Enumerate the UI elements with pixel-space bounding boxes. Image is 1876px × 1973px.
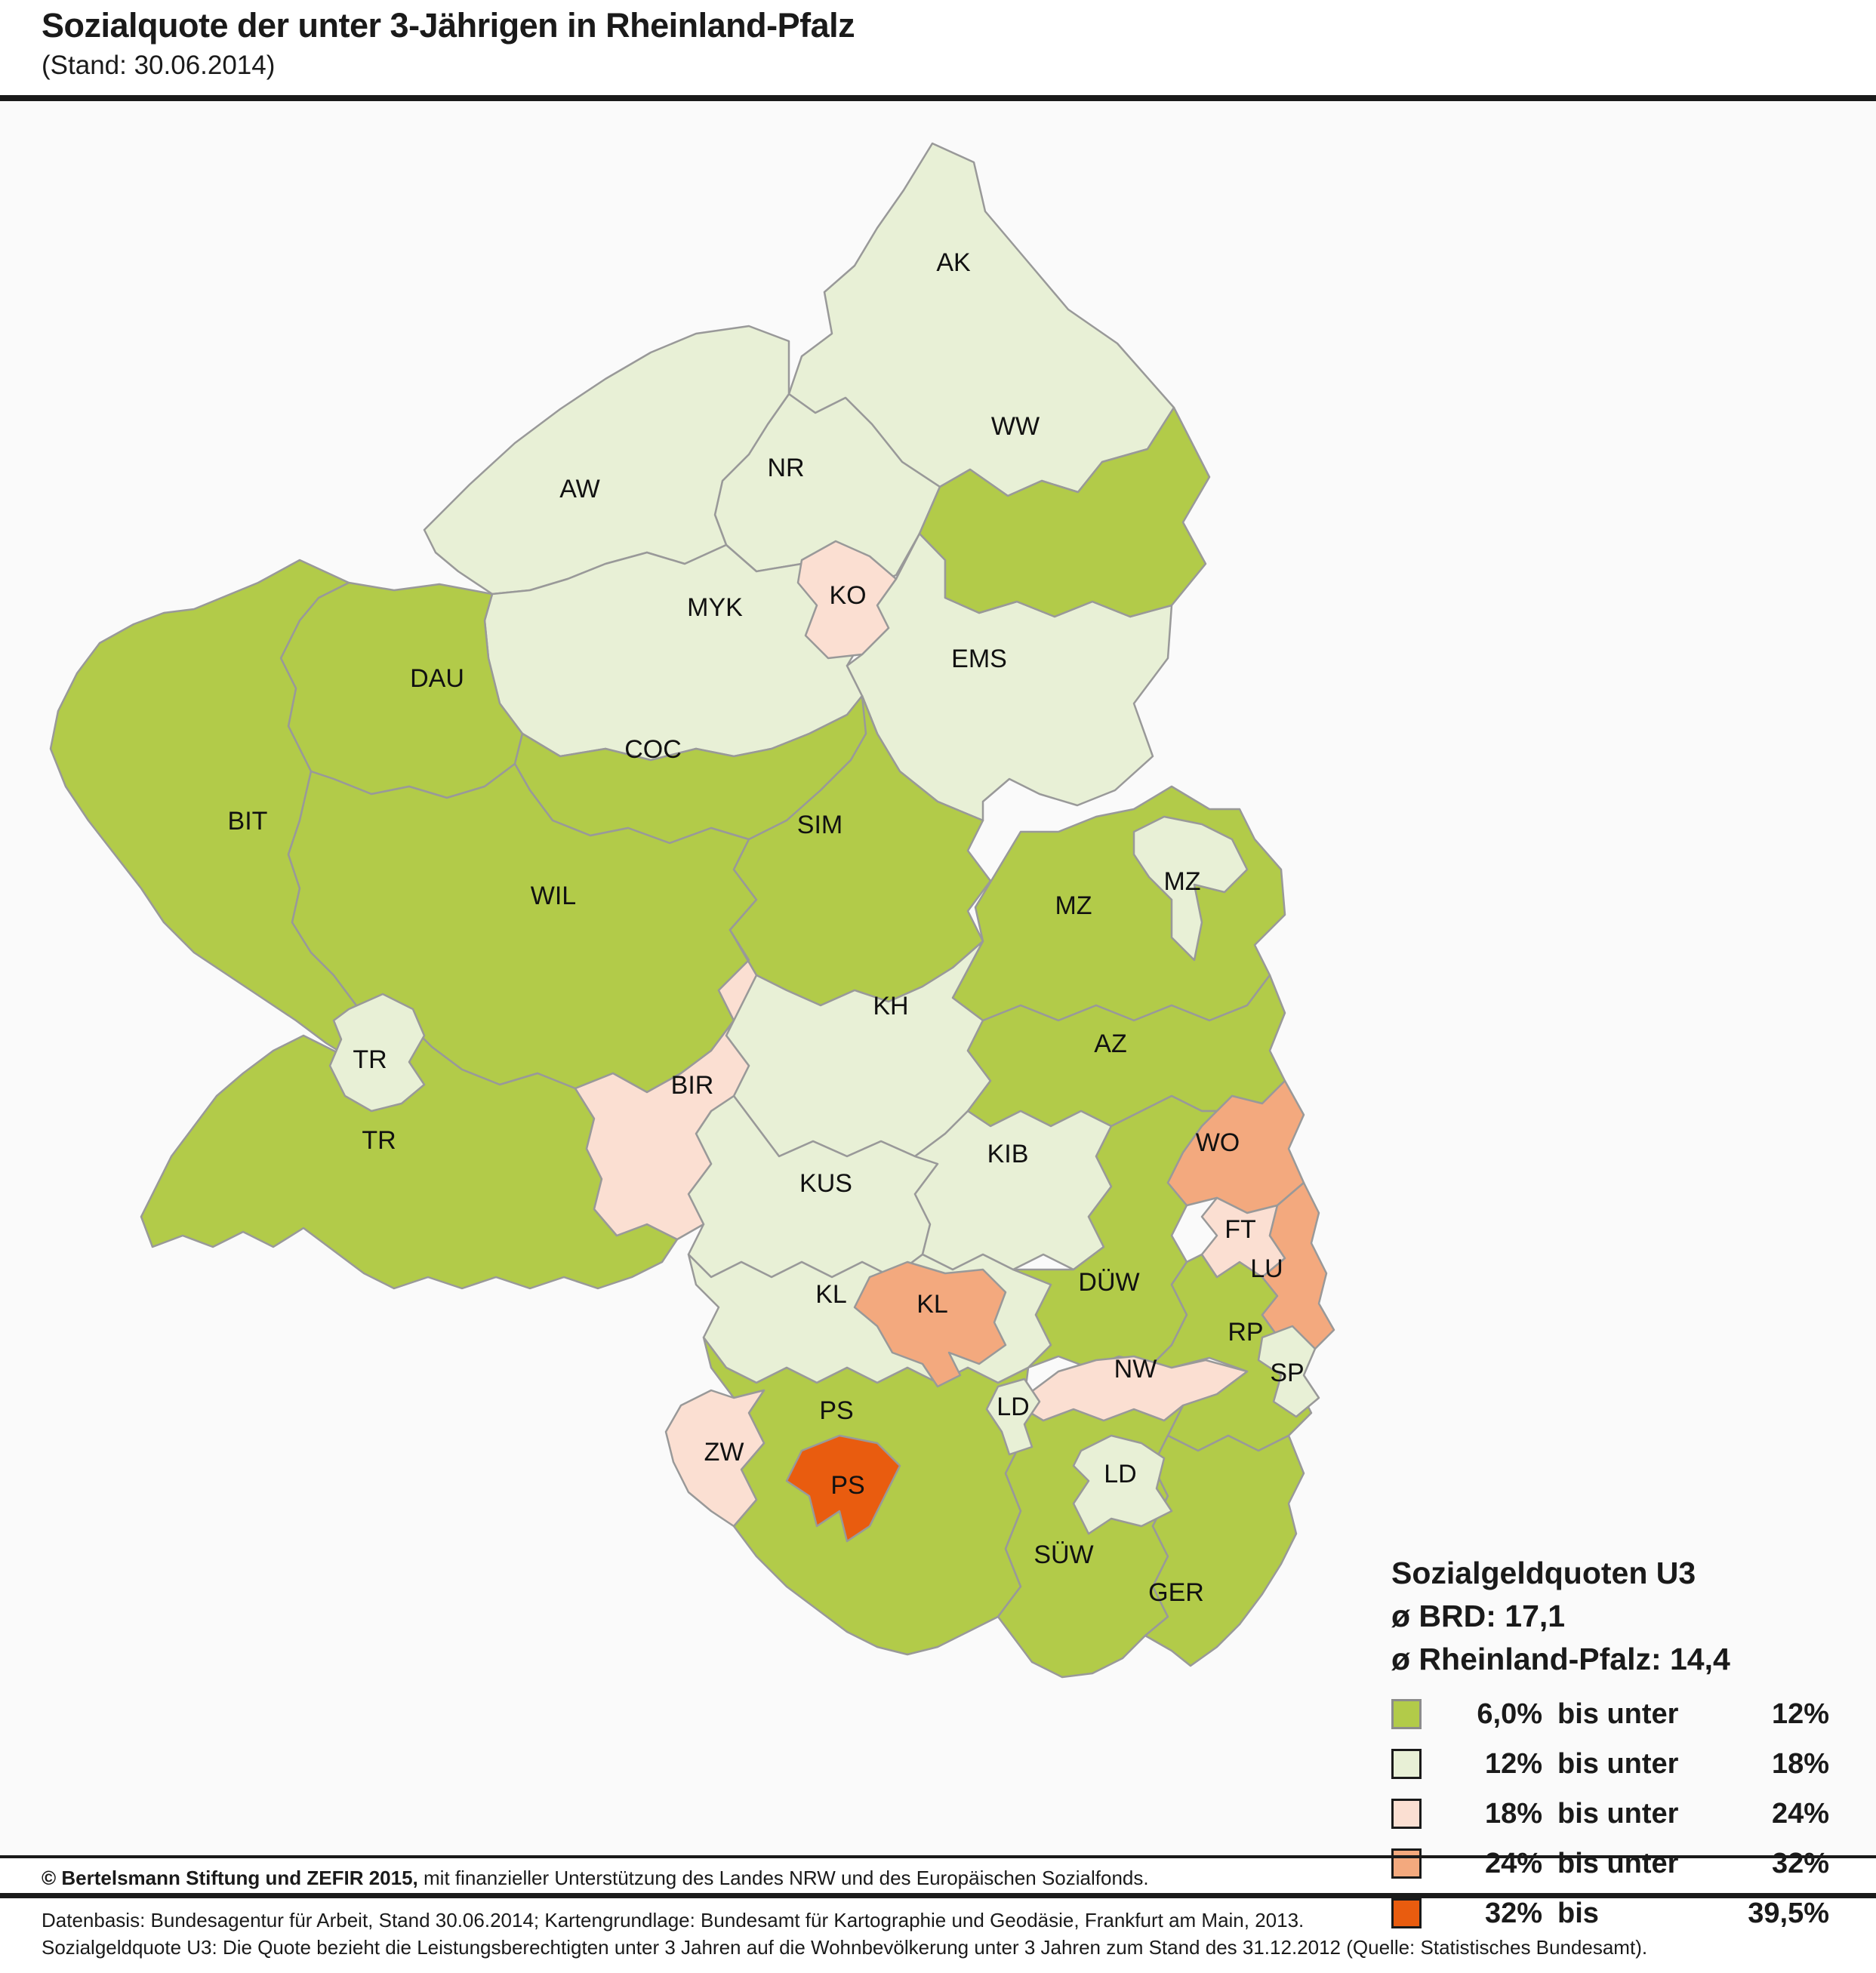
region-label-tr-city: TR: [353, 1045, 387, 1074]
region-label-coc: COC: [624, 735, 682, 764]
region-dau: [279, 581, 524, 799]
legend-range-to: 12%: [1771, 1698, 1829, 1730]
region-label-ft: FT: [1224, 1215, 1256, 1244]
region-tr: [140, 1019, 679, 1290]
region-label-mz: MZ: [1055, 891, 1092, 920]
region-ld: [1072, 1434, 1173, 1535]
footer-divider-top: [0, 1855, 1876, 1858]
region-label-wil: WIL: [531, 882, 576, 910]
region-label-ger: GER: [1148, 1578, 1204, 1607]
region-ww: [918, 406, 1211, 618]
legend-swatch: [1391, 1699, 1422, 1729]
legend-range-mid: bis: [1557, 1897, 1599, 1929]
legend-swatch: [1391, 1898, 1422, 1928]
legend-range-mid: bis unter: [1557, 1747, 1679, 1780]
region-label-mz-city: MZ: [1163, 867, 1200, 896]
region-label-nr: NR: [767, 454, 804, 482]
region-mz: [951, 785, 1286, 1022]
legend-row: 18% bis unter 24%: [1391, 1797, 1829, 1830]
legend-range-from: 24%: [1484, 1847, 1542, 1879]
source-line-definition: Sozialgeldquote U3: Die Quote bezieht di…: [42, 1936, 1648, 1959]
choropleth-map: AK NR AW MYK EMS WW DAU COC BIT WIL SIM TR MZ KH AZ KUS…: [49, 142, 1335, 1679]
region-label-duew: DÜW: [1078, 1268, 1139, 1297]
legend-row: 12% bis unter 18%: [1391, 1747, 1829, 1780]
region-ko: [796, 540, 898, 660]
region-label-rp: RP: [1228, 1318, 1263, 1347]
legend-swatch: [1391, 1799, 1422, 1829]
region-label-ems: EMS: [951, 645, 1007, 673]
copyright-rest: mit finanzieller Unterstützung des Lande…: [417, 1867, 1149, 1889]
region-label-ps: PS: [819, 1396, 853, 1425]
page-title: Sozialquote der unter 3-Jährigen in Rhei…: [42, 6, 855, 45]
region-kl-city: [853, 1260, 1007, 1388]
legend-swatch: [1391, 1848, 1422, 1879]
region-ld-nord: [985, 1377, 1041, 1456]
region-label-aw: AW: [559, 475, 600, 503]
region-sp: [1257, 1325, 1320, 1418]
copyright-line: © Bertelsmann Stiftung und ZEFIR 2015, m…: [42, 1867, 1149, 1890]
region-label-dau: DAU: [410, 664, 464, 693]
region-ger: [1144, 1434, 1305, 1667]
region-label-az: AZ: [1094, 1030, 1126, 1058]
copyright-bold: © Bertelsmann Stiftung und ZEFIR 2015,: [42, 1867, 418, 1889]
region-label-myk: MYK: [687, 593, 743, 622]
region-label-sp: SP: [1270, 1359, 1304, 1387]
region-label-zw: ZW: [704, 1438, 744, 1467]
region-label-ko: KO: [829, 581, 866, 610]
region-label-ld-nord: LD: [997, 1393, 1029, 1421]
legend-average-brd: ø BRD: 17,1: [1391, 1599, 1566, 1633]
legend-range-from: 6,0%: [1477, 1698, 1542, 1730]
legend-average-rlp: ø Rheinland-Pfalz: 14,4: [1391, 1642, 1730, 1676]
legend-range-to: 18%: [1771, 1747, 1829, 1780]
region-label-ld: LD: [1104, 1460, 1136, 1488]
region-mz-city: [1132, 815, 1249, 962]
footer-divider-bottom: [0, 1893, 1876, 1898]
legend-title: Sozialgeldquoten U3: [1391, 1556, 1696, 1590]
legend-range-mid: bis unter: [1557, 1797, 1679, 1830]
region-label-kh: KH: [873, 992, 908, 1020]
legend-row: 6,0% bis unter 12%: [1391, 1698, 1829, 1730]
map-panel: AK NR AW MYK EMS WW DAU COC BIT WIL SIM TR MZ KH AZ KUS…: [0, 101, 1876, 1929]
region-label-ww: WW: [991, 412, 1040, 441]
region-ft: [1200, 1196, 1286, 1279]
region-label-ak: AK: [936, 248, 971, 277]
region-label-bit: BIT: [228, 807, 268, 836]
region-zw: [664, 1389, 765, 1528]
region-label-kl: KL: [815, 1280, 847, 1309]
legend-rows: 6,0% bis unter 12% 12% bis unter 18% 18%…: [1391, 1698, 1829, 1929]
region-label-kib: KIB: [987, 1140, 1029, 1168]
header-divider: [0, 95, 1876, 101]
source-line-databasis: Datenbasis: Bundesagentur für Arbeit, St…: [42, 1909, 1305, 1931]
legend-range-to: 32%: [1771, 1847, 1829, 1879]
region-nw: [1023, 1355, 1249, 1422]
region-label-lu: LU: [1250, 1254, 1283, 1283]
region-label-kus: KUS: [799, 1169, 852, 1198]
legend-range-from: 18%: [1484, 1797, 1542, 1830]
region-kib: [913, 1110, 1113, 1271]
region-label-suew: SÜW: [1033, 1541, 1093, 1569]
page-subtitle: (Stand: 30.06.2014): [42, 51, 276, 80]
legend-range-from: 32%: [1484, 1897, 1542, 1929]
legend: Sozialgeldquoten U3 ø BRD: 17,1 ø Rheinl…: [1391, 1552, 1829, 1948]
legend-range-from: 12%: [1484, 1747, 1542, 1780]
region-ps-city: [785, 1434, 901, 1543]
region-label-ps-city: PS: [830, 1471, 864, 1500]
region-label-bir: BIR: [671, 1071, 714, 1100]
legend-range-to: 39,5%: [1748, 1897, 1829, 1929]
region-label-sim: SIM: [797, 811, 843, 839]
legend-row: 32% bis 39,5%: [1391, 1897, 1829, 1929]
legend-range-mid: bis unter: [1557, 1698, 1679, 1730]
region-bir: [574, 928, 758, 1241]
page-header: Sozialquote der unter 3-Jährigen in Rhei…: [42, 3, 855, 83]
region-label-wo: WO: [1196, 1128, 1240, 1157]
legend-range-to: 24%: [1771, 1797, 1829, 1830]
region-tr-city: [328, 993, 426, 1113]
legend-range-mid: bis unter: [1557, 1847, 1679, 1879]
region-label-tr: TR: [362, 1126, 396, 1155]
legend-row: 24% bis unter 32%: [1391, 1848, 1829, 1879]
region-label-kl-city: KL: [916, 1290, 948, 1319]
legend-swatch: [1391, 1749, 1422, 1779]
region-label-nw: NW: [1114, 1355, 1157, 1384]
